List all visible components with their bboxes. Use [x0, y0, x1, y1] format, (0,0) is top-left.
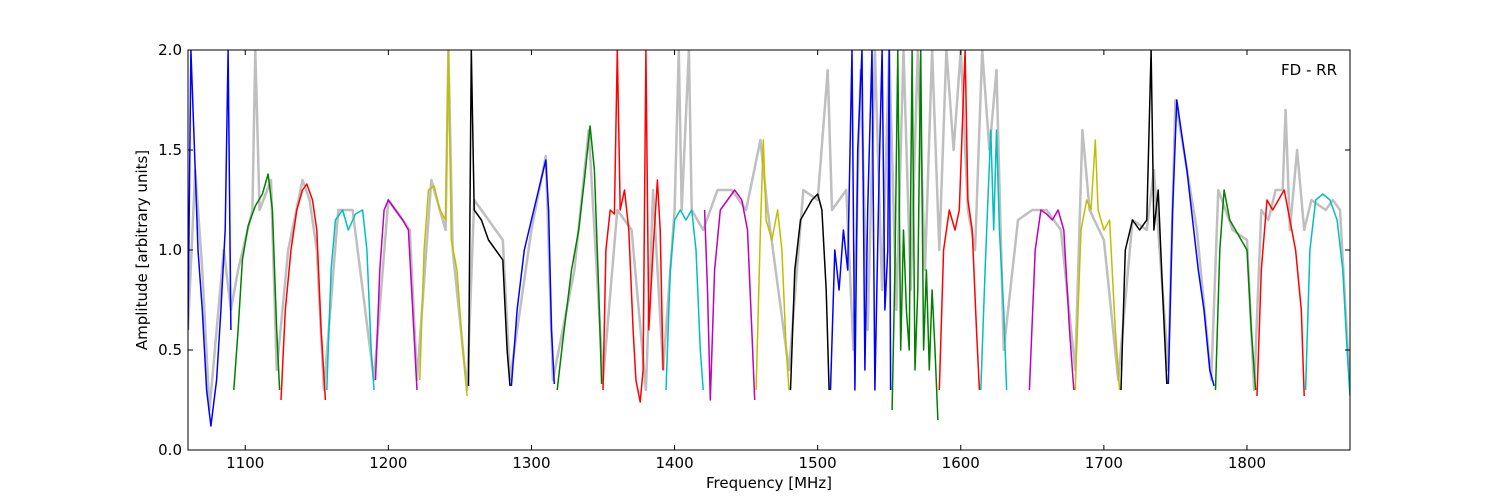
band-line-12 — [703, 189, 756, 401]
y-axis-label: Amplitude [arbitrary units] — [133, 150, 151, 350]
band-line-20 — [1074, 139, 1121, 391]
x-tick-label: 1600 — [942, 454, 980, 472]
y-tick-label: 1.5 — [158, 141, 182, 159]
chart-annotation: FD - RR — [1281, 61, 1337, 79]
band-line-8 — [510, 159, 556, 387]
y-tick-label: 0.5 — [158, 341, 182, 359]
y-axis: 0.0 0.5 1.0 1.5 2.0 — [158, 41, 1350, 459]
x-tick-label: 1400 — [655, 454, 693, 472]
band-line-15 — [829, 50, 892, 391]
band-line-16 — [891, 50, 939, 421]
x-tick-label: 1300 — [512, 454, 550, 472]
band-line-22 — [1167, 99, 1215, 387]
band-line-21 — [1120, 50, 1168, 391]
x-tick-label: 1700 — [1085, 454, 1123, 472]
x-axis: 1100 1200 1300 1400 1500 1600 1700 1800 — [226, 50, 1266, 472]
band-line-23 — [1214, 189, 1257, 391]
band-line-17 — [938, 50, 981, 391]
band-line-6 — [419, 50, 468, 397]
band-line-9 — [556, 125, 603, 391]
y-tick-label: 2.0 — [158, 41, 182, 59]
x-axis-label: Frequency [MHz] — [706, 474, 832, 492]
band-line-11 — [665, 209, 704, 391]
band-line-1 — [188, 50, 232, 427]
x-tick-label: 1500 — [799, 454, 837, 472]
band-line-14 — [789, 193, 830, 391]
series-layer — [188, 50, 1350, 427]
band-line-18 — [980, 129, 1008, 391]
band-line-24 — [1256, 189, 1305, 397]
band-line-10 — [602, 50, 664, 403]
band-line-2 — [233, 173, 281, 391]
band-line-3 — [280, 183, 327, 401]
band-line-13 — [755, 139, 790, 391]
x-tick-label: 1200 — [369, 454, 407, 472]
band-line-25 — [1304, 193, 1350, 397]
x-tick-label: 1100 — [226, 454, 264, 472]
y-tick-label: 0.0 — [158, 441, 182, 459]
y-tick-label: 1.0 — [158, 241, 182, 259]
band-line-4 — [326, 209, 375, 391]
band-line-7 — [467, 50, 511, 387]
band-line-19 — [1028, 209, 1075, 391]
x-tick-label: 1800 — [1228, 454, 1266, 472]
band-line-5 — [374, 199, 418, 391]
